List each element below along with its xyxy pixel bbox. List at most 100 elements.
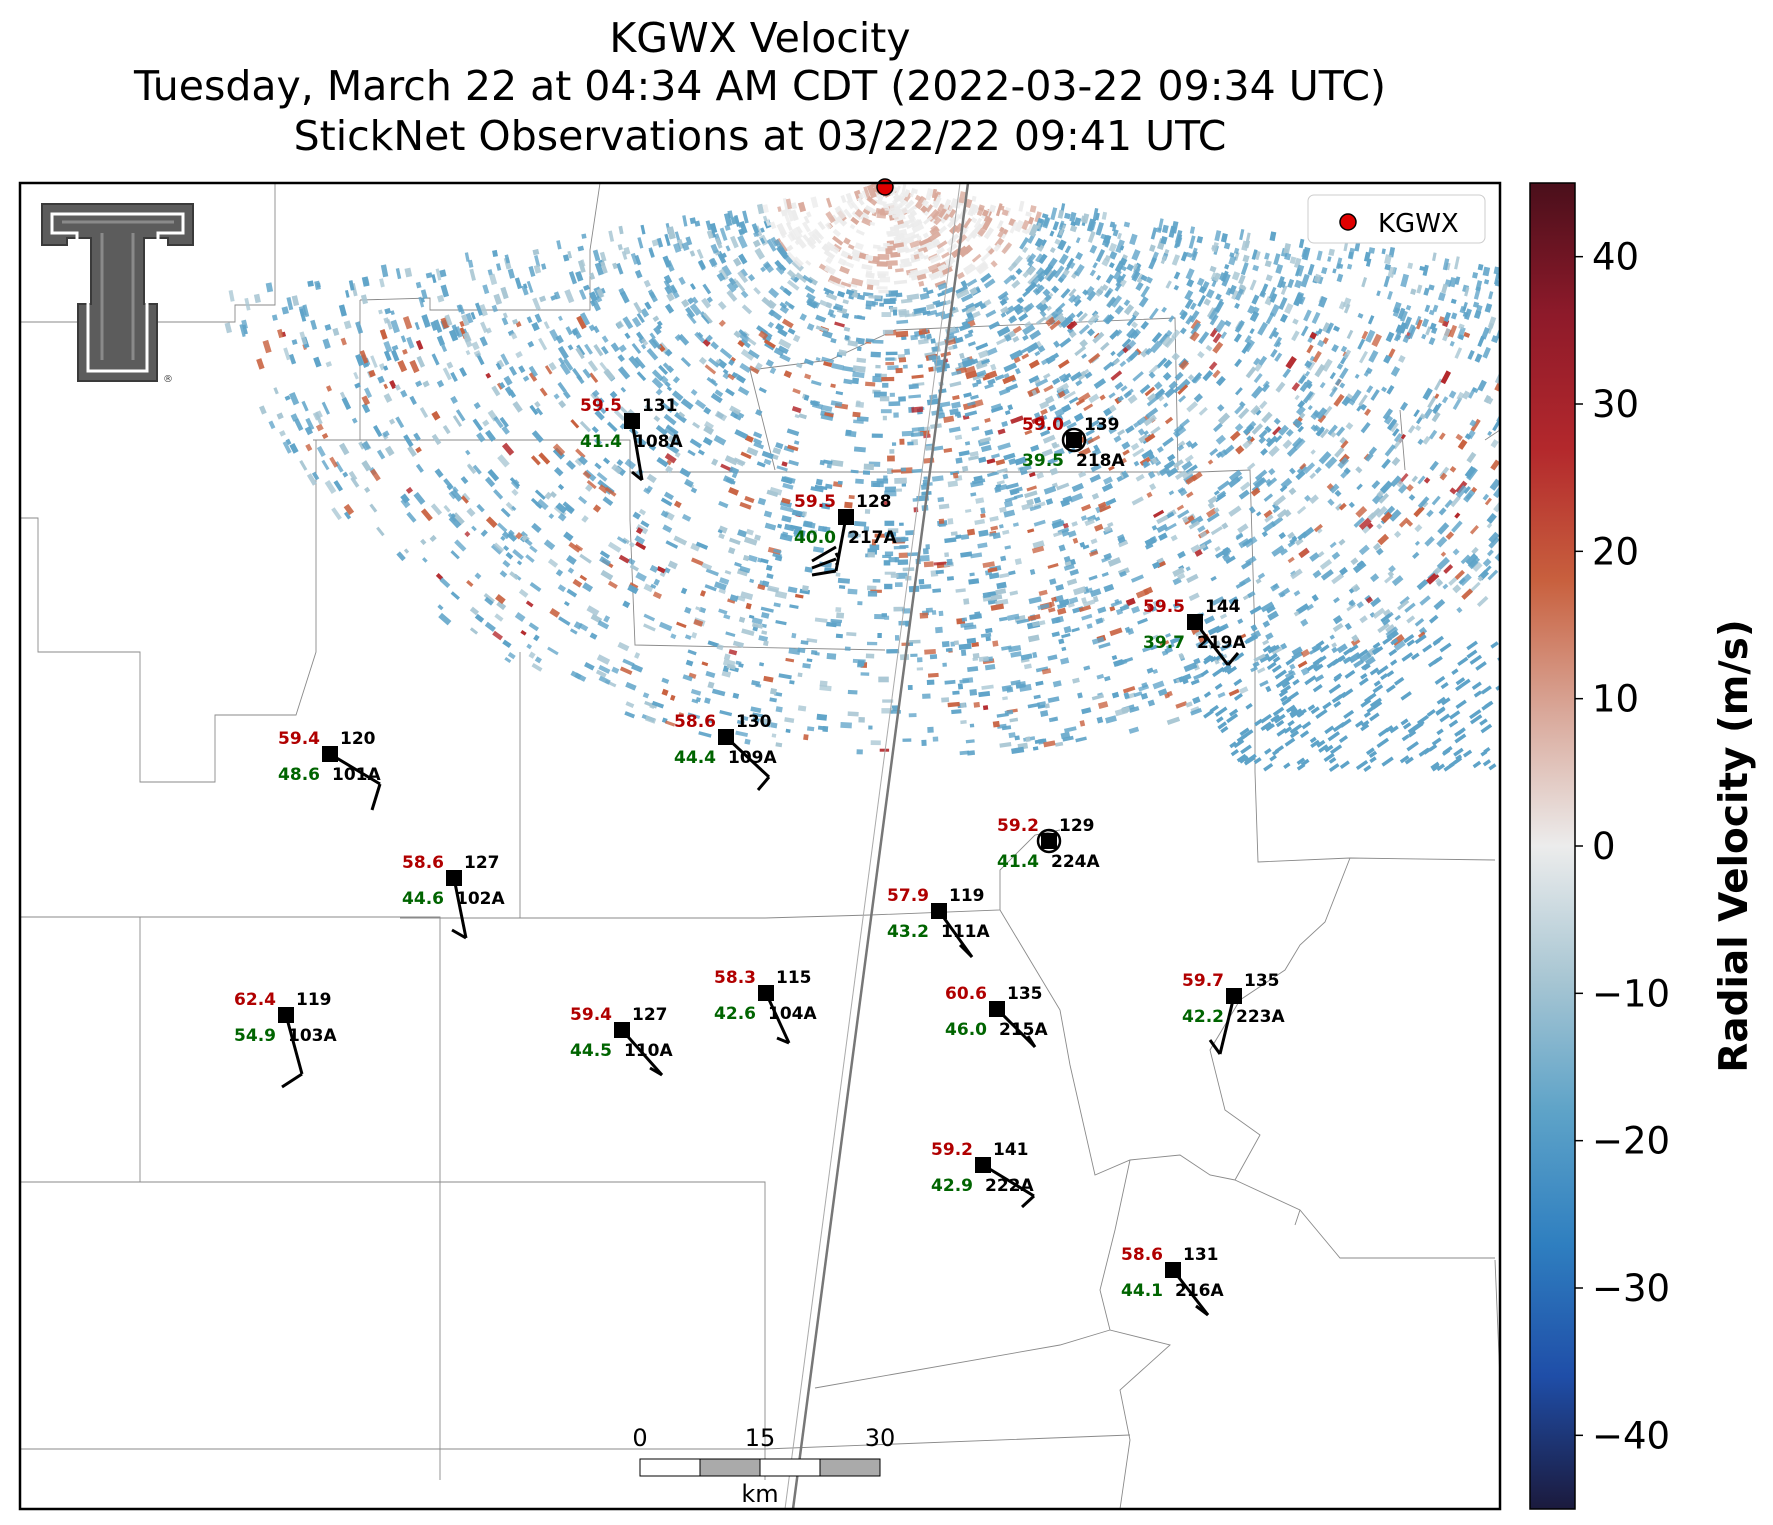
station-pressure: 131 (642, 396, 678, 416)
station-temperature: 57.9 (887, 886, 929, 906)
station-id: 222A (985, 1176, 1034, 1196)
station-dewpoint: 39.5 (1022, 451, 1064, 471)
station-pressure: 119 (296, 990, 332, 1010)
station-marker-square (758, 985, 774, 1001)
station-id: 215A (999, 1020, 1048, 1040)
map-area[interactable] (20, 183, 1500, 1509)
station-dewpoint: 44.5 (570, 1041, 612, 1061)
colorbar-label: Radial Velocity (m/s) (1712, 619, 1757, 1072)
station-103a[interactable]: 62.4 119 54.9 103A (234, 990, 337, 1089)
station-id: 219A (1197, 633, 1246, 653)
colorbar-tick-label: 10 (1592, 678, 1639, 721)
wind-barb-shaft (284, 1014, 304, 1075)
radar-beam-lines (784, 183, 970, 1509)
radar-marker-icon (1339, 213, 1357, 231)
colorbar-tick-label: 0 (1592, 825, 1616, 868)
station-temperature: 59.0 (1022, 415, 1064, 435)
registered-mark: ® (163, 374, 173, 385)
station-marker-square (989, 1001, 1005, 1017)
station-temperature: 59.7 (1182, 971, 1224, 991)
station-id: 217A (848, 528, 897, 548)
scale-tick-15: 15 (745, 1424, 776, 1452)
wind-barb-flag (370, 783, 382, 811)
station-temperature: 58.6 (1121, 1245, 1163, 1265)
wind-barb-shaft (452, 877, 468, 939)
station-111a[interactable]: 57.9 119 43.2 111A (887, 886, 990, 959)
station-pressure: 128 (856, 492, 892, 512)
calm-wind-circle (1036, 828, 1062, 854)
station-218a[interactable]: 59.0 139 39.5 218A (1022, 415, 1125, 471)
wind-barb-flag (776, 1036, 790, 1045)
station-id: 218A (1076, 451, 1125, 471)
station-dewpoint: 44.1 (1121, 1281, 1163, 1301)
wind-barb-flag (1208, 1039, 1222, 1055)
scale-tick-0: 0 (632, 1424, 647, 1452)
wind-barb-flag (631, 470, 643, 482)
station-temperature: 59.5 (580, 396, 622, 416)
wind-barb-shaft (764, 992, 791, 1044)
station-dewpoint: 42.6 (714, 1004, 756, 1024)
station-dewpoint: 42.2 (1182, 1007, 1224, 1027)
station-102a[interactable]: 58.6 127 44.6 102A (402, 853, 505, 940)
colorbar-tick-label: 30 (1592, 383, 1639, 426)
station-marker-square (278, 1007, 294, 1023)
station-222a[interactable]: 59.2 141 42.9 222A (931, 1140, 1036, 1209)
station-marker-square (931, 903, 947, 919)
station-temperature: 59.2 (997, 816, 1039, 836)
colorbar-tick-label: −40 (1592, 1414, 1670, 1457)
map-frame (18, 181, 1502, 1511)
station-215a[interactable]: 60.6 135 46.0 215A (945, 984, 1048, 1049)
wind-barb-flag (451, 928, 467, 940)
station-pressure: 120 (340, 729, 376, 749)
station-219a[interactable]: 59.5 144 39.7 219A (1143, 597, 1246, 666)
station-marker-square (975, 1157, 991, 1173)
station-101a[interactable]: 59.4 120 48.6 101A (278, 729, 382, 811)
wind-barb-shaft (329, 752, 381, 786)
station-109a[interactable]: 58.6 130 44.4 109A (674, 712, 777, 791)
station-id: 111A (941, 922, 990, 942)
station-dewpoint: 39.7 (1143, 633, 1185, 653)
station-id: 224A (1051, 852, 1100, 872)
plot-title: KGWX Velocity (609, 14, 911, 62)
station-dewpoint: 41.4 (580, 432, 622, 452)
plot-subtitle-time: Tuesday, March 22 at 04:34 AM CDT (2022-… (133, 62, 1386, 110)
station-marker-square (1165, 1262, 1181, 1278)
station-dewpoint: 54.9 (234, 1026, 276, 1046)
wind-barb-flag (811, 557, 837, 570)
station-pressure: 130 (736, 712, 772, 732)
wind-barb-flag (649, 1066, 663, 1077)
station-temperature: 62.4 (234, 990, 276, 1010)
station-104a[interactable]: 58.3 115 42.6 104A (714, 968, 817, 1045)
wind-barb-flag (958, 943, 974, 959)
station-id: 101A (332, 765, 381, 785)
wind-barb-shaft (630, 420, 644, 481)
station-217a[interactable]: 59.5 128 40.0 217A (794, 492, 897, 577)
wind-barb-shaft (982, 1163, 1035, 1198)
station-temperature: 60.6 (945, 984, 987, 1004)
wind-barb-flag (811, 545, 837, 563)
legend-box: KGWX (1307, 194, 1486, 244)
station-pressure: 144 (1205, 597, 1241, 617)
station-216a[interactable]: 58.6 131 44.1 216A (1121, 1245, 1224, 1317)
station-temperature: 58.6 (402, 853, 444, 873)
colorbar-tick-label: 40 (1592, 236, 1639, 279)
county-boundaries (20, 183, 1500, 1509)
station-id: 103A (288, 1026, 337, 1046)
station-pressure: 119 (949, 886, 985, 906)
wind-barb-flag (1020, 1194, 1036, 1209)
station-pressure: 127 (464, 853, 500, 873)
station-pressure: 115 (776, 968, 812, 988)
station-marker-square (614, 1022, 630, 1038)
station-108a[interactable]: 59.5 131 41.4 108A (580, 396, 683, 482)
station-id: 223A (1236, 1007, 1285, 1027)
colorbar-tick-label: −20 (1592, 1120, 1670, 1163)
station-temperature: 59.5 (1143, 597, 1185, 617)
station-224a[interactable]: 59.2 129 41.4 224A (997, 816, 1100, 872)
colorbar-tick-label: −10 (1592, 972, 1670, 1015)
wind-barb-shaft (1218, 995, 1236, 1055)
station-223a[interactable]: 59.7 135 42.2 223A (1182, 971, 1285, 1055)
radar-site-marker[interactable] (876, 178, 894, 196)
station-110a[interactable]: 59.4 127 44.5 110A (570, 1005, 673, 1077)
station-temperature: 59.4 (278, 729, 320, 749)
station-id: 104A (768, 1004, 817, 1024)
